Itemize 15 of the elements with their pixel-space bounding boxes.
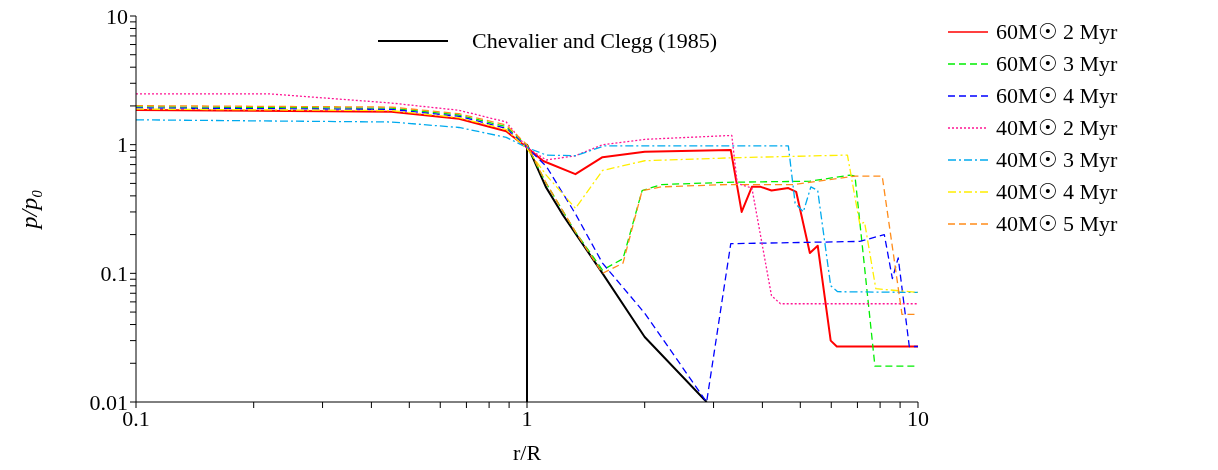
legend-label: 40M☉ 3 Myr xyxy=(996,146,1118,174)
y-tick-label: 0.1 xyxy=(100,261,128,287)
y-tick-label: 10 xyxy=(106,3,128,29)
y-tick-label: 1 xyxy=(117,132,128,158)
x-tick-label: 10 xyxy=(907,405,929,431)
legend-label: 60M☉ 4 Myr xyxy=(996,82,1118,110)
legend-label: 60M☉ 2 Myr xyxy=(996,18,1118,46)
y-axis-title: p/p₀ xyxy=(15,189,42,231)
legend-label: 40M☉ 4 Myr xyxy=(996,178,1118,206)
x-axis-title: r/R xyxy=(512,440,542,465)
legend-label: 60M☉ 3 Myr xyxy=(996,50,1118,78)
legend-label: 40M☉ 2 Myr xyxy=(996,114,1118,142)
legend-label: Chevalier and Clegg (1985) xyxy=(472,28,717,54)
legend-label: 40M☉ 5 Myr xyxy=(996,210,1118,238)
x-tick-label: 1 xyxy=(521,405,533,431)
